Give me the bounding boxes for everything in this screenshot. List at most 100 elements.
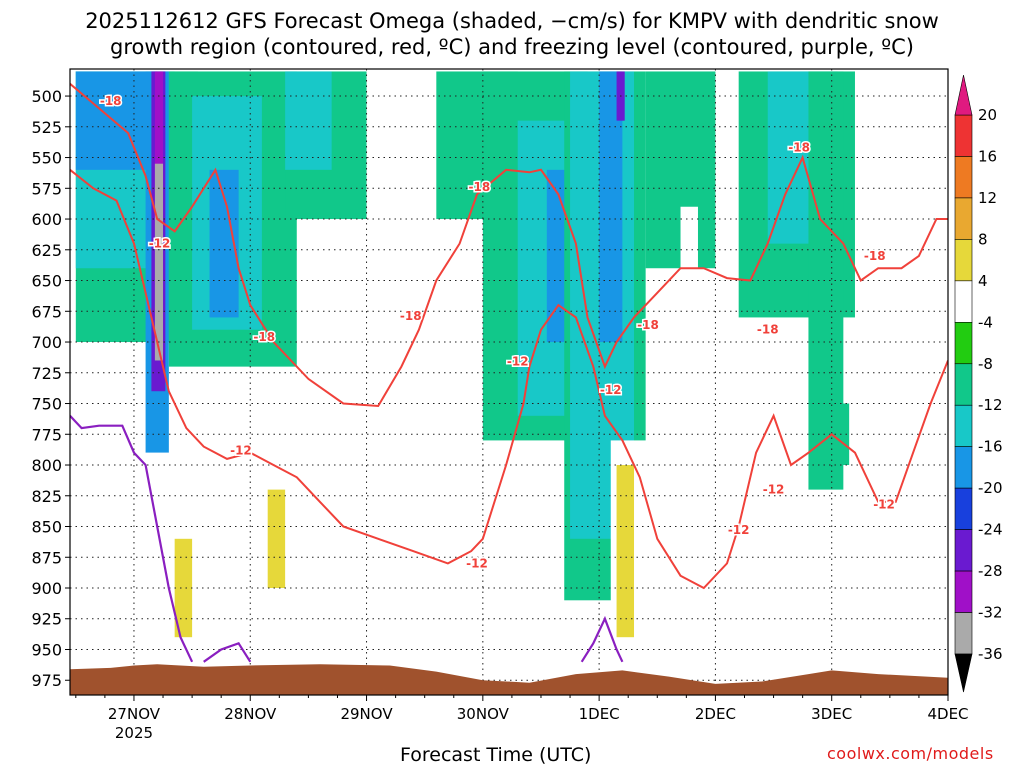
dgz-contour-label-7: -12: [466, 556, 488, 570]
chart-title-line-2: growth region (contoured, red, ºC) and f…: [110, 35, 914, 59]
omega-region-32: [401, 342, 425, 441]
omega-region-18: [599, 71, 623, 343]
colorbar-tick-label-12: 12: [978, 189, 997, 207]
omega-region-36: [866, 83, 890, 220]
colorbar-bin--32-to--28: [954, 570, 973, 613]
y-tick-label-775: 775: [31, 425, 62, 444]
colorbar-tick-label--20: -20: [978, 479, 1003, 497]
colorbar-bin--20-to--16: [954, 446, 973, 489]
colorbar-tick-label--12: -12: [978, 396, 1003, 414]
colorbar-tick-label-4: 4: [978, 272, 988, 290]
colorbar-bin-16-to-20: [954, 114, 973, 157]
colorbar-tick-label-20: 20: [978, 106, 997, 124]
omega-region-34: [616, 465, 635, 638]
y-tick-label-650: 650: [31, 272, 62, 291]
x-tick-label-1DEC: 1DEC: [579, 705, 620, 723]
freezing-level-contour-0: [70, 415, 194, 663]
y-tick-label-875: 875: [31, 548, 62, 567]
chart-title-line-1: 2025112612 GFS Forecast Omega (shaded, −…: [85, 9, 939, 33]
colorbar-tick-label-8: 8: [978, 230, 988, 248]
omega-region-5: [154, 71, 164, 220]
dgz-contour-label-4: -18: [400, 309, 422, 323]
colorbar-bin--28-to--24: [954, 529, 973, 572]
colorbar-tick-label--4: -4: [978, 313, 993, 331]
y-tick-label-975: 975: [31, 671, 62, 690]
x-tick-label-27NOV: 27NOV: [108, 705, 161, 723]
y-tick-label-800: 800: [31, 456, 62, 475]
omega-region-31: [366, 526, 437, 662]
chart-title: 2025112612 GFS Forecast Omega (shaded, −…: [0, 8, 1024, 60]
dgz-contour-label-11: -18: [788, 141, 810, 155]
x-tick-label-4DEC: 4DEC: [927, 705, 968, 723]
dgz-contour-label-9: -18: [637, 318, 659, 332]
x-tick-label-3DEC: 3DEC: [811, 705, 852, 723]
colorbar-bottom-arrow: [954, 653, 973, 693]
colorbar-tick-label--36: -36: [978, 645, 1003, 663]
colorbar-bin--24-to--20: [954, 487, 973, 530]
y-tick-label-725: 725: [31, 364, 62, 383]
colorbar-bin--16-to--12: [954, 404, 973, 447]
y-tick-label-750: 750: [31, 395, 62, 414]
omega-region-2: [75, 71, 158, 170]
omega-region-11: [285, 71, 332, 170]
omega-region-25: [75, 452, 181, 589]
freezing-level-contour-2: [580, 615, 624, 663]
y-tick-label-675: 675: [31, 302, 62, 321]
colorbar-bin-4-to-8: [954, 239, 973, 282]
y-tick-label-950: 950: [31, 640, 62, 659]
dgz-contour-label-1: -12: [149, 237, 171, 251]
y-tick-label-700: 700: [31, 333, 62, 352]
dgz-contour-label-15: -12: [873, 497, 895, 511]
colorbar-tick-label--24: -24: [978, 521, 1003, 539]
dgz-contour-label-3: -12: [230, 443, 252, 457]
y-tick-label-825: 825: [31, 487, 62, 506]
terrain-fill: [70, 664, 948, 695]
omega-region-29: [267, 489, 286, 589]
plot-frame: [69, 68, 949, 696]
dgz-contour-label-0: -18: [100, 94, 122, 108]
freezing-level-contour-1: [203, 641, 252, 663]
colorbar-tick-label--16: -16: [978, 438, 1003, 456]
y-tick-label-575: 575: [31, 179, 62, 198]
dgz-contour-label-6: -12: [507, 355, 529, 369]
colorbar-tick-label--32: -32: [978, 604, 1003, 622]
omega-region-6: [154, 163, 164, 361]
colorbar-bin--12-to--8: [954, 363, 973, 406]
y-tick-label-525: 525: [31, 118, 62, 137]
x-tick-sublabel-year: 2025: [115, 724, 153, 742]
y-tick-label-925: 925: [31, 610, 62, 629]
dgz-contour-label-5: -18: [469, 180, 491, 194]
colorbar-tick-label--28: -28: [978, 562, 1003, 580]
omega-region-35: [680, 206, 698, 269]
x-axis-label: Forecast Time (UTC): [400, 744, 592, 766]
dgz-contour-label-14: -18: [864, 249, 886, 263]
colorbar-bin--4-to-4: [954, 280, 973, 323]
dgz-contour-label-12: -12: [763, 483, 785, 497]
y-tick-label-550: 550: [31, 149, 62, 168]
colorbar-top-arrow: [954, 74, 973, 116]
dgz-contour-minus12: [70, 169, 948, 590]
y-tick-label-600: 600: [31, 210, 62, 229]
colorbar-bin-12-to-16: [954, 156, 973, 199]
x-tick-label-29NOV: 29NOV: [340, 705, 393, 723]
dgz-contour-minus18: [70, 83, 948, 408]
omega-region-37: [936, 71, 948, 121]
x-tick-label-2DEC: 2DEC: [695, 705, 736, 723]
colorbar-tick-label--8: -8: [978, 355, 993, 373]
colorbar-tick-label-16: 16: [978, 147, 997, 165]
x-tick-label-28NOV: 28NOV: [224, 705, 277, 723]
x-tick-label-30NOV: 30NOV: [457, 705, 510, 723]
omega-region-27: [174, 538, 193, 638]
y-tick-label-500: 500: [31, 87, 62, 106]
y-tick-label-625: 625: [31, 241, 62, 260]
dgz-contour-label-2: -18: [253, 330, 275, 344]
colorbar-bin-8-to-12: [954, 197, 973, 240]
colorbar-bin--36-to--32: [954, 612, 973, 655]
dgz-contour-label-10: -18: [757, 323, 779, 337]
source-credit: coolwx.com/models: [827, 744, 994, 763]
omega-region-30: [296, 489, 367, 650]
dgz-contour-label-8: -12: [600, 383, 622, 397]
dgz-contour-label-13: -12: [728, 523, 750, 537]
y-tick-label-850: 850: [31, 518, 62, 537]
